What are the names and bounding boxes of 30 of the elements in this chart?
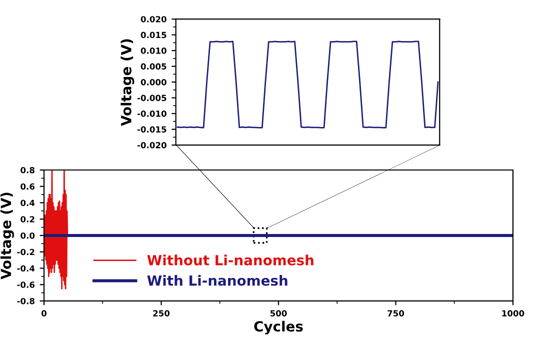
x-tick-label: 750 [388,310,404,316]
legend-label: With Li-nanomesh [147,275,288,286]
y-tick-label: -0.010 [137,110,166,117]
y-tick-label: 0.010 [140,48,166,54]
y-tick-label: -0.015 [137,126,166,133]
y-tick-label: 0.4 [20,200,35,206]
x-tick-label: 500 [270,310,287,316]
y-tick-label: -0.020 [137,142,166,148]
x-tick-label: 0 [42,310,47,316]
y-tick-label: 0.005 [140,63,166,70]
line-series [176,40,439,128]
y-axis-title: Voltage (V) [120,39,134,126]
y-tick-label: 0.6 [20,183,35,190]
x-tick-label: 250 [153,310,170,316]
y-tick-label: 0.015 [140,32,166,38]
x-tick-label: 1000 [502,310,524,316]
y-tick-label: 0.2 [20,216,34,222]
y-tick-label: -0.005 [137,94,166,102]
y-tick-label: -0.8 [17,298,34,304]
legend-label: Without Li-nanomesh [147,254,314,266]
line-series [44,170,68,290]
x-axis-title: Cycles [254,320,303,334]
y-tick-label: -0.6 [17,282,35,288]
y-tick-label: 0.020 [140,16,166,22]
y-tick-label: -0.4 [17,265,35,272]
y-tick-label: 0.000 [140,79,166,86]
y-axis-title: Voltage (V) [0,192,14,280]
y-tick-label: 0.8 [20,166,34,174]
y-tick-label: -0.2 [17,248,34,256]
y-tick-label: 0.0 [20,232,35,239]
